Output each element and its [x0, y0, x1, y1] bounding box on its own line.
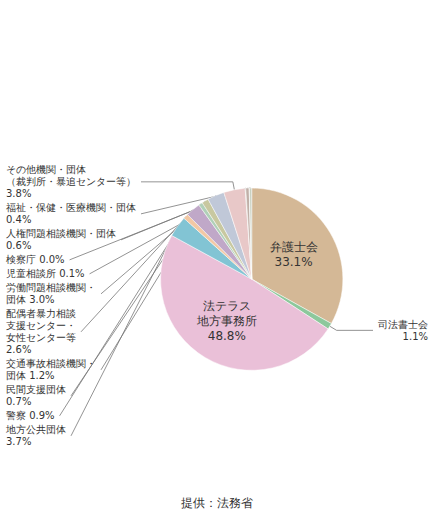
svg-text:2.6%: 2.6% [6, 344, 31, 355]
svg-text:人権問題相談機関・団体: 人権問題相談機関・団体 [6, 228, 116, 239]
svg-text:支援センター・: 支援センター・ [6, 320, 76, 331]
svg-text:0.7%: 0.7% [6, 396, 31, 407]
svg-text:地方公共団体: 地方公共団体 [5, 424, 66, 435]
svg-text:労働問題相談機関・: 労働問題相談機関・ [6, 282, 96, 293]
svg-text:0.6%: 0.6% [6, 240, 31, 251]
svg-text:3.8%: 3.8% [6, 188, 31, 199]
svg-text:民間支援団体: 民間支援団体 [6, 384, 66, 395]
svg-text:地方事務所: 地方事務所 [196, 314, 257, 328]
svg-text:司法書士会: 司法書士会 [378, 319, 428, 330]
svg-text:女性センター等: 女性センター等 [6, 332, 76, 343]
svg-text:弁護士会: 弁護士会 [270, 240, 318, 254]
svg-text:3.7%: 3.7% [6, 436, 31, 447]
svg-text:検察庁 0.0%: 検察庁 0.0% [6, 254, 65, 265]
svg-text:団体 1.2%: 団体 1.2% [6, 370, 55, 381]
svg-text:その他機関・団体: その他機関・団体 [6, 164, 86, 175]
svg-text:1.1%: 1.1% [403, 331, 428, 342]
svg-text:33.1%: 33.1% [275, 255, 313, 269]
svg-text:団体 3.0%: 団体 3.0% [6, 294, 55, 305]
svg-text:提供：法務省: 提供：法務省 [181, 496, 253, 510]
svg-text:48.8%: 48.8% [208, 329, 246, 343]
svg-text:警察 0.9%: 警察 0.9% [6, 410, 55, 421]
svg-text:児童相談所 0.1%: 児童相談所 0.1% [6, 268, 85, 279]
svg-text:法テラス: 法テラス [203, 299, 251, 313]
svg-text:交通事故相談機関・: 交通事故相談機関・ [6, 358, 96, 369]
svg-text:（裁判所・暴追センター等）: （裁判所・暴追センター等） [6, 176, 136, 187]
svg-text:0.4%: 0.4% [6, 214, 31, 225]
svg-text:配偶者暴力相談: 配偶者暴力相談 [6, 308, 76, 319]
svg-text:福祉・保健・医療機関・団体: 福祉・保健・医療機関・団体 [6, 202, 136, 213]
